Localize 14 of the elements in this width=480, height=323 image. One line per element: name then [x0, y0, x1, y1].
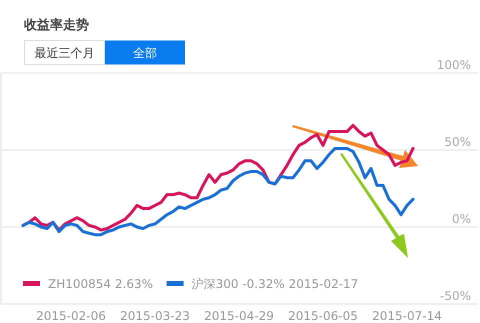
x-tick-label: 2015-07-14	[372, 309, 442, 323]
x-tick-label: 2015-02-06	[36, 309, 106, 323]
legend-label: ZH100854 2.63%	[48, 277, 153, 291]
y-tick-label: 50%	[444, 135, 471, 149]
y-tick-label: 0%	[452, 212, 471, 226]
x-tick-label: 2015-03-23	[120, 309, 190, 323]
button: 全部	[105, 40, 185, 64]
legend-label: 沪深300 -0.32% 2015-02-17	[192, 277, 358, 291]
x-tick-label: 2015-04-29	[204, 309, 274, 323]
y-tick-label: -50%	[440, 289, 471, 303]
x-tick-label: 2015-06-05	[288, 309, 358, 323]
chart-title: 收益率走势	[24, 17, 89, 33]
y-tick-label: 100%	[436, 58, 471, 72]
button: 最近三个月	[24, 40, 105, 65]
